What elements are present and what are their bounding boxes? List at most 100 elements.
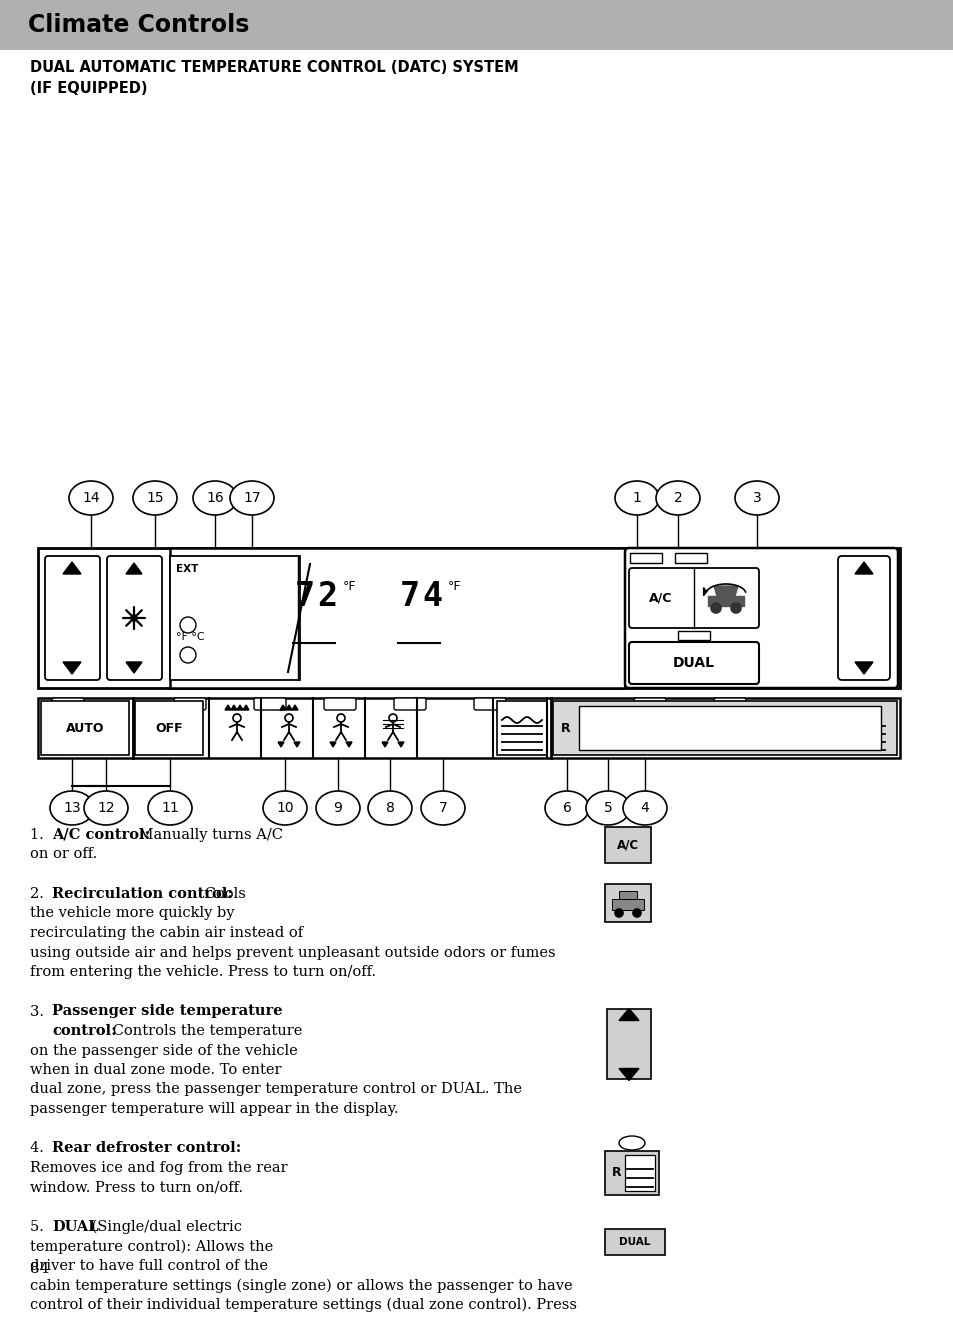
Polygon shape [330,742,335,747]
FancyBboxPatch shape [253,699,286,710]
Ellipse shape [544,791,588,825]
Text: 15: 15 [146,492,164,505]
Ellipse shape [420,791,464,825]
Bar [675,554,706,563]
Text: 4: 4 [640,801,649,815]
Text: DUAL AUTOMATIC TEMPERATURE CONTROL (DATC) SYSTEM
(IF EQUIPPED): DUAL AUTOMATIC TEMPERATURE CONTROL (DATC… [30,61,518,96]
Text: DUAL: DUAL [672,656,714,670]
Ellipse shape [132,481,177,515]
FancyBboxPatch shape [837,556,889,680]
Polygon shape [707,596,743,606]
Text: °F: °F [343,580,356,593]
Text: Cools: Cools [200,887,246,902]
Text: A/C: A/C [617,838,639,851]
Ellipse shape [193,481,236,515]
Text: R: R [612,1166,621,1180]
Text: recirculating the cabin air instead of: recirculating the cabin air instead of [30,927,303,940]
Text: 16: 16 [206,492,224,505]
Text: OFF: OFF [155,721,183,734]
Bar [604,1151,659,1195]
Text: window. Press to turn on/off.: window. Press to turn on/off. [30,1181,243,1194]
Ellipse shape [336,714,345,722]
Polygon shape [63,561,81,575]
Ellipse shape [69,481,112,515]
Text: using outside air and helps prevent unpleasant outside odors or fumes: using outside air and helps prevent unpl… [30,945,555,960]
Text: Removes ice and fog from the rear: Removes ice and fog from the rear [30,1161,287,1176]
Text: 1.: 1. [30,828,49,842]
Ellipse shape [618,1136,644,1151]
Ellipse shape [633,909,640,917]
Polygon shape [854,662,872,673]
Text: 12: 12 [97,801,114,815]
Polygon shape [280,705,286,710]
Text: 2: 2 [673,492,681,505]
Bar [629,554,661,563]
Polygon shape [618,1069,639,1081]
Ellipse shape [710,604,720,613]
Text: 3: 3 [752,492,760,505]
Polygon shape [397,742,403,747]
Ellipse shape [180,647,195,663]
Text: 8: 8 [385,801,394,815]
Bar [624,1155,655,1191]
Text: Passenger side temperature: Passenger side temperature [52,1004,282,1019]
Bar [135,701,203,755]
Polygon shape [286,705,292,710]
Bar [41,701,129,755]
Text: 14: 14 [82,492,100,505]
FancyBboxPatch shape [52,699,84,710]
Text: R: R [560,721,570,734]
Text: 9: 9 [334,801,342,815]
Ellipse shape [622,791,666,825]
Polygon shape [126,563,142,575]
Polygon shape [713,587,738,596]
Ellipse shape [615,909,622,917]
Polygon shape [126,662,142,673]
Ellipse shape [585,791,629,825]
FancyBboxPatch shape [713,699,745,710]
FancyBboxPatch shape [628,568,759,627]
Text: 5: 5 [603,801,612,815]
Ellipse shape [180,617,195,633]
Polygon shape [225,705,231,710]
Ellipse shape [50,791,94,825]
Text: 7: 7 [399,580,419,613]
FancyBboxPatch shape [107,556,162,680]
Bar [553,701,896,755]
FancyBboxPatch shape [634,699,665,710]
Text: 4: 4 [421,580,441,613]
FancyBboxPatch shape [628,642,759,684]
Text: (Single/dual electric: (Single/dual electric [87,1220,242,1235]
Bar [612,899,643,909]
Polygon shape [243,705,249,710]
Text: control:: control: [52,1024,116,1039]
Bar [38,699,899,758]
Bar [604,884,650,923]
Text: dual zone, press the passenger temperature control or DUAL. The: dual zone, press the passenger temperatu… [30,1082,521,1097]
Text: 84: 84 [30,1263,50,1276]
Ellipse shape [734,481,779,515]
Text: 2.: 2. [30,887,49,902]
Bar [0,0,953,50]
Polygon shape [703,588,706,596]
Text: Controls the temperature: Controls the temperature [108,1024,302,1039]
Ellipse shape [84,791,128,825]
Text: 10: 10 [276,801,294,815]
Text: EXT: EXT [175,564,198,575]
Text: on the passenger side of the vehicle: on the passenger side of the vehicle [30,1044,297,1057]
Ellipse shape [389,714,396,722]
FancyBboxPatch shape [324,699,355,710]
Bar [604,1228,664,1255]
Ellipse shape [368,791,412,825]
Polygon shape [63,662,81,673]
Ellipse shape [131,616,137,621]
Text: °F: °F [448,580,461,593]
Text: 3.: 3. [30,1004,49,1019]
Polygon shape [381,742,388,747]
Text: 1: 1 [632,492,640,505]
Text: Rear defroster control:: Rear defroster control: [52,1141,241,1156]
Text: 7: 7 [438,801,447,815]
Text: temperature control): Allows the: temperature control): Allows the [30,1239,273,1253]
Polygon shape [294,742,299,747]
Polygon shape [618,1008,639,1020]
